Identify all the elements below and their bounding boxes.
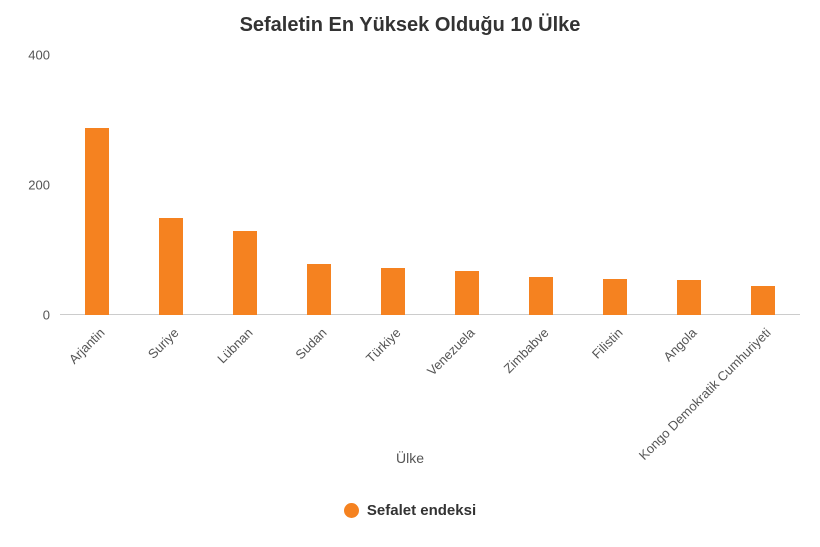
- x-tick-label: Kongo Demokratik Cumhuriyeti: [636, 325, 774, 463]
- x-tick-label: Angola: [660, 325, 699, 364]
- chart-title: Sefaletin En Yüksek Olduğu 10 Ülke: [0, 14, 820, 37]
- bar: [603, 279, 627, 315]
- gridline: [60, 55, 800, 56]
- bar: [455, 271, 479, 315]
- plot-area: [60, 55, 800, 315]
- bar: [751, 286, 775, 315]
- x-axis-title: Ülke: [0, 450, 820, 466]
- y-tick-label: 400: [10, 48, 50, 63]
- legend: Sefalet endeksi: [0, 502, 820, 523]
- x-tick-label: Arjantin: [66, 325, 108, 367]
- x-tick-label: Türkiye: [363, 325, 404, 366]
- y-tick-label: 200: [10, 178, 50, 193]
- y-tick-label: 0: [10, 308, 50, 323]
- bar: [307, 264, 331, 315]
- bar: [677, 280, 701, 315]
- x-tick-label: Suriye: [145, 325, 182, 362]
- bar: [85, 128, 109, 315]
- bar: [529, 277, 553, 315]
- bar: [381, 268, 405, 315]
- gridline: [60, 185, 800, 186]
- legend-swatch-icon: [344, 503, 359, 518]
- x-tick-label: Filistin: [589, 325, 626, 362]
- x-tick-label: Sudan: [292, 325, 329, 362]
- x-tick-label: Venezuela: [424, 325, 478, 379]
- x-tick-label: Zimbabve: [501, 325, 552, 376]
- x-tick-label: Lübnan: [214, 325, 255, 366]
- gridline: [60, 315, 800, 316]
- bar: [233, 231, 257, 316]
- legend-item: Sefalet endeksi: [344, 502, 476, 519]
- chart-container: Sefaletin En Yüksek Olduğu 10 Ülke Ülke …: [0, 0, 820, 547]
- legend-label: Sefalet endeksi: [367, 502, 476, 519]
- bar: [159, 218, 183, 316]
